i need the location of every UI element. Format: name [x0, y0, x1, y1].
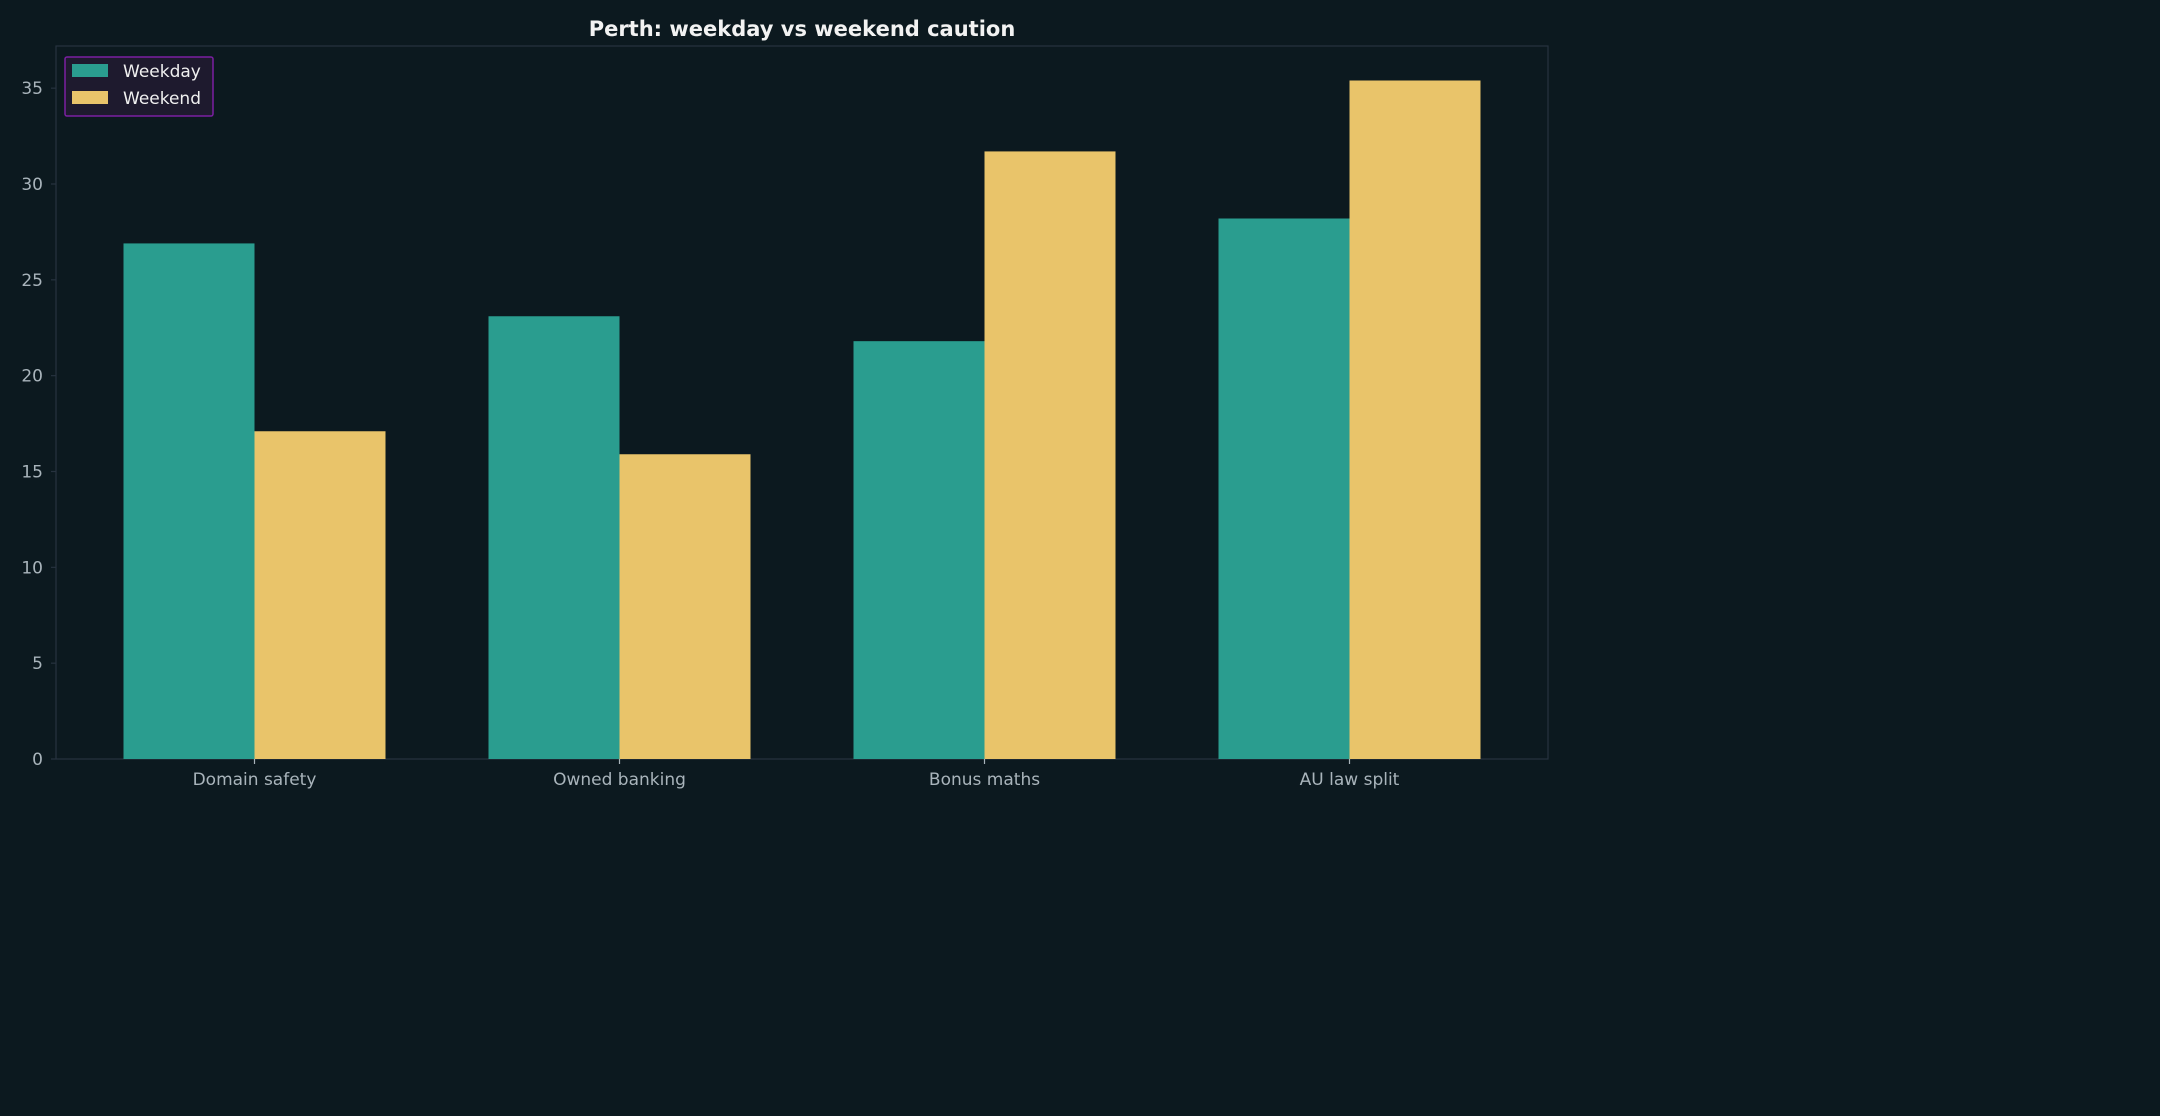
chart-title: Perth: weekday vs weekend caution: [589, 17, 1016, 41]
bar-weekday-4: [1218, 218, 1350, 759]
legend-label-weekday: Weekday: [123, 62, 201, 82]
x-tick-label: AU law split: [1300, 770, 1400, 790]
bars-group: [123, 80, 1481, 759]
legend-swatch-weekend: [72, 91, 108, 104]
bar-weekend-2: [619, 454, 751, 759]
y-tick-label: 10: [21, 558, 43, 578]
bar-weekday-1: [123, 243, 255, 759]
x-tick-label: Bonus maths: [929, 770, 1040, 790]
y-tick-label: 0: [32, 750, 43, 770]
y-tick-label: 20: [21, 367, 43, 387]
bar-weekend-3: [984, 151, 1116, 759]
bar-weekend-1: [254, 431, 386, 759]
bar-weekday-3: [853, 341, 985, 759]
plot-area-frame: [55, 45, 1549, 760]
y-tick-label: 35: [21, 79, 43, 99]
bar-weekday-2: [488, 316, 620, 759]
y-tick-label: 5: [32, 654, 43, 674]
y-axis: 0 5 10 15 20 25 30 35: [21, 79, 56, 770]
x-tick-label: Domain safety: [193, 770, 317, 790]
bar-chart: Perth: weekday vs weekend caution 0 5 10 15…: [21, 17, 1549, 790]
y-tick-label: 25: [21, 271, 43, 291]
x-tick-label: Owned banking: [553, 770, 686, 790]
x-axis: Domain safety Owned banking Bonus maths AU …: [193, 759, 1400, 790]
legend: Weekday Weekend: [64, 56, 214, 117]
bar-weekend-4: [1349, 80, 1481, 759]
y-tick-label: 30: [21, 175, 43, 195]
y-tick-label: 15: [21, 463, 43, 483]
legend-label-weekend: Weekend: [123, 89, 201, 109]
legend-swatch-weekday: [72, 64, 108, 77]
